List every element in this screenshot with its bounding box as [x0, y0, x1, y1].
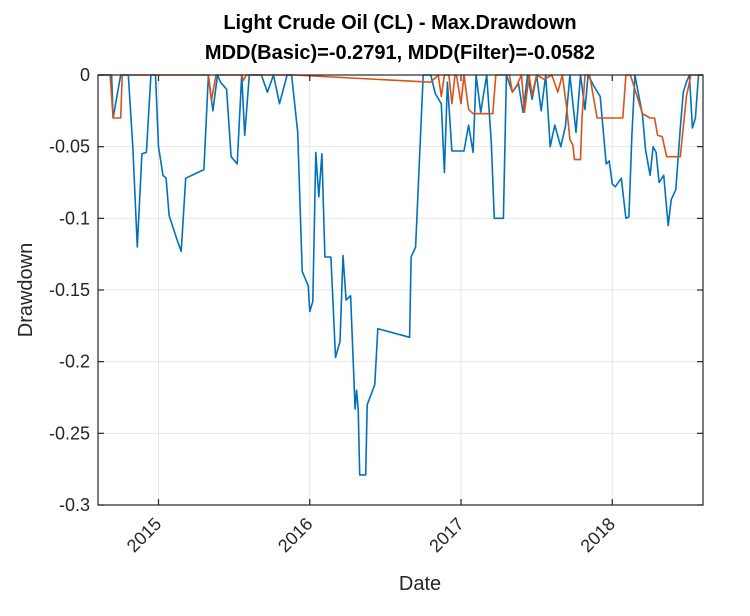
x-tick-label: 2017	[425, 514, 467, 556]
y-tick-label: -0.25	[49, 423, 90, 443]
y-tick-label: -0.2	[59, 352, 90, 372]
y-tick-label: -0.3	[59, 495, 90, 515]
y-tick-label: -0.1	[59, 208, 90, 228]
y-tick-label: -0.05	[49, 137, 90, 157]
chart-subtitle: MDD(Basic)=-0.2791, MDD(Filter)=-0.0582	[205, 42, 595, 64]
x-tick-label: 2018	[577, 514, 619, 556]
y-tick-label: 0	[80, 65, 90, 85]
x-tick-label: 2015	[123, 514, 165, 556]
y-axis-label: Drawdown	[15, 243, 37, 337]
chart-title: Light Crude Oil (CL) - Max.Drawdown	[223, 12, 576, 34]
series-line-filter	[98, 74, 703, 161]
y-tick-label: -0.15	[49, 280, 90, 300]
x-tick-label: 2016	[274, 514, 316, 556]
x-axis-label: Date	[399, 573, 441, 595]
